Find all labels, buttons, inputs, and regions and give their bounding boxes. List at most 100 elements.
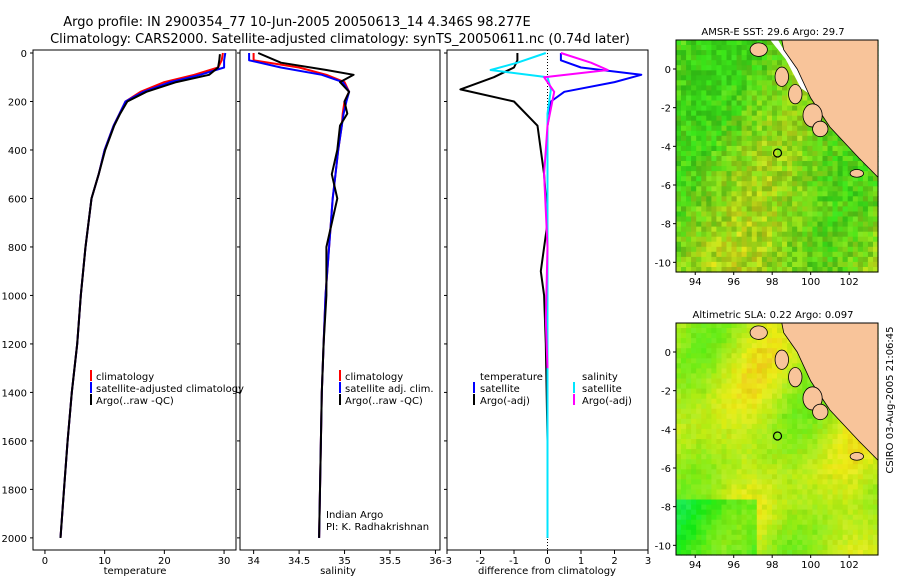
- map-cell: [777, 110, 783, 117]
- map-cell: [681, 120, 687, 127]
- map-cell: [792, 449, 798, 455]
- map-cell: [862, 261, 869, 268]
- map-cell: [696, 55, 702, 61]
- map-cell: [777, 85, 783, 91]
- map-cell: [731, 186, 738, 192]
- map-cell: [777, 459, 783, 465]
- map-cell: [751, 236, 758, 243]
- map-cell: [787, 398, 793, 405]
- map-cell: [792, 544, 798, 551]
- map-cell: [721, 499, 728, 506]
- map-cell: [676, 444, 682, 450]
- map-cell: [741, 145, 748, 152]
- map-cell: [807, 383, 813, 390]
- map-cell: [787, 261, 793, 268]
- map-cell: [873, 176, 879, 182]
- map-cell: [721, 171, 728, 177]
- map-cell: [751, 469, 758, 475]
- map-cell: [706, 353, 712, 359]
- map-cell: [867, 534, 874, 541]
- legend-label-satellite: satellite-adjusted climatology: [96, 384, 244, 395]
- map-cell: [827, 509, 834, 516]
- map-cell: [756, 95, 763, 102]
- map-cell: [746, 479, 753, 485]
- map-cell: [686, 156, 692, 162]
- map-cell: [716, 393, 722, 400]
- map-cell: [837, 509, 844, 516]
- map-cell: [736, 261, 743, 268]
- map-cell: [822, 489, 829, 495]
- salinity-xlabel: salinity: [320, 566, 356, 577]
- map-cell: [716, 181, 722, 187]
- map-cell: [756, 544, 763, 551]
- map-cell: [756, 484, 763, 490]
- map-cell: [842, 191, 849, 197]
- map-cell: [686, 236, 692, 243]
- map-cell: [681, 383, 687, 390]
- map-cell: [731, 90, 738, 96]
- map-cell: [817, 550, 823, 556]
- map-cell: [802, 449, 808, 455]
- map-cell: [802, 509, 808, 516]
- map-cell: [716, 120, 722, 127]
- map-cell: [706, 130, 712, 137]
- map-cell: [741, 469, 748, 475]
- map-cell: [792, 161, 798, 167]
- map-cell: [787, 145, 793, 152]
- map-cell: [691, 423, 697, 430]
- map-cell: [711, 544, 717, 551]
- map-cell: [761, 216, 768, 223]
- map-cell: [797, 191, 803, 197]
- map-cell: [746, 514, 753, 521]
- map-cell: [817, 151, 823, 157]
- map-cell: [766, 348, 773, 354]
- map-cell: [711, 151, 717, 157]
- map-cell: [701, 120, 707, 127]
- map-cell: [867, 474, 874, 480]
- map-cell: [701, 550, 707, 556]
- map-cell: [721, 338, 728, 344]
- map-cell: [721, 494, 728, 501]
- map-cell: [676, 171, 682, 177]
- map-cell: [706, 110, 712, 117]
- map-cell: [862, 489, 869, 495]
- map-cell: [686, 534, 692, 541]
- map-cell: [802, 100, 808, 107]
- legend-label-temperature: temperature: [480, 372, 543, 383]
- map-cell: [701, 251, 707, 258]
- map-cell: [842, 261, 849, 268]
- map-cell: [827, 211, 834, 218]
- map-cell: [797, 444, 803, 450]
- map-cell: [756, 246, 763, 253]
- map-cell: [681, 50, 687, 56]
- map-cell: [766, 241, 773, 248]
- map-cell: [706, 398, 712, 405]
- map-cell: [696, 413, 702, 420]
- map-cell: [756, 80, 763, 86]
- map-cell: [857, 206, 864, 212]
- map-cell: [822, 494, 829, 501]
- map-cell: [736, 226, 743, 233]
- map-cell: [756, 196, 763, 202]
- map-cell: [691, 383, 697, 390]
- map-cell: [716, 105, 722, 112]
- map-cell: [862, 534, 869, 541]
- map-cell: [706, 323, 712, 329]
- map-cell: [716, 544, 722, 551]
- map-cell: [746, 524, 753, 531]
- map-cell: [736, 95, 743, 102]
- map-cell: [847, 211, 854, 218]
- map-cell: [761, 65, 768, 71]
- map-cell: [731, 479, 738, 485]
- map-cell: [706, 145, 712, 152]
- map-cell: [812, 186, 818, 192]
- map-cell: [686, 413, 692, 420]
- map-cell: [837, 434, 844, 440]
- map-cell: [847, 459, 854, 465]
- map-cell: [782, 90, 788, 96]
- map-cell: [772, 388, 778, 395]
- map-cell: [691, 428, 697, 435]
- map-cell: [721, 55, 728, 61]
- map-cell: [766, 206, 773, 212]
- map-cell: [832, 231, 839, 238]
